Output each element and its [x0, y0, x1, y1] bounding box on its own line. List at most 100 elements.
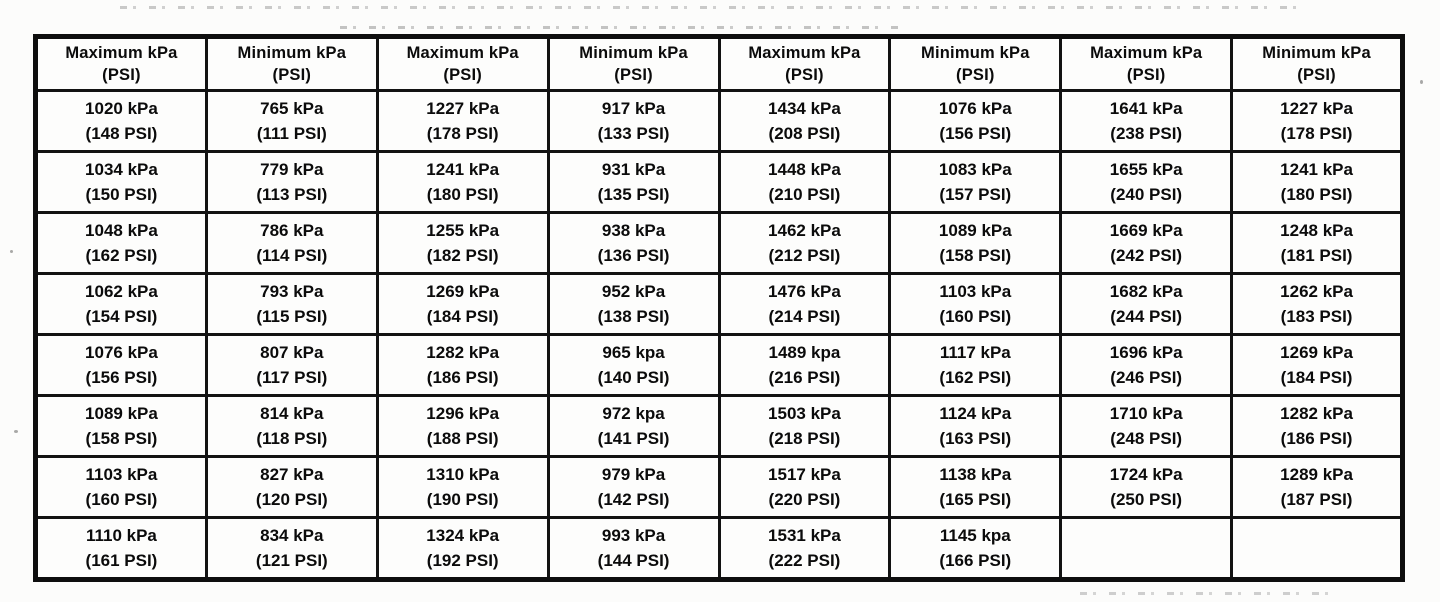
psi-value: (192 PSI): [426, 551, 499, 570]
column-header-minimum-5: Minimum kPa (PSI): [888, 35, 1063, 92]
kpa-value: 1476 kPa: [768, 281, 841, 301]
pressure-cell: 1241 kPa (180 PSI): [375, 150, 550, 214]
tire-pressure-table: Maximum kPa (PSI) Minimum kPa (PSI) Maximum …: [33, 34, 1405, 582]
psi-value: (210 PSI): [768, 185, 841, 204]
pressure-cell: 1048 kPa (162 PSI): [34, 211, 208, 275]
kpa-value: 1145 kpa: [939, 525, 1011, 545]
pressure-cell: 1489 kpa (216 PSI): [717, 333, 892, 397]
pressure-cell: 1138 kPa (165 PSI): [888, 455, 1063, 519]
psi-value: (148 PSI): [85, 124, 158, 143]
pressure-cell: 1310 kPa (190 PSI): [375, 455, 550, 519]
kpa-value: 1117 kPa: [939, 342, 1011, 362]
kpa-value: 1269 kPa: [1280, 342, 1353, 362]
psi-value: (222 PSI): [768, 551, 841, 570]
psi-value: (180 PSI): [1280, 185, 1353, 204]
psi-value: (238 PSI): [1110, 124, 1183, 143]
table-row: 1034 kPa (150 PSI) 779 kPa (113 PSI) 1241 kP…: [34, 150, 1404, 214]
column-header-maximum-2: Maximum kPa (PSI): [375, 35, 550, 92]
kpa-value: 1448 kPa: [768, 159, 841, 179]
header-unit-label: (PSI): [614, 66, 653, 84]
pressure-cell: 1089 kPa (158 PSI): [888, 211, 1063, 275]
kpa-value: 1655 kPa: [1109, 159, 1183, 179]
psi-value: (212 PSI): [768, 246, 841, 265]
kpa-value: 1241 kPa: [426, 159, 500, 179]
pressure-cell: 1227 kPa (178 PSI): [1230, 89, 1404, 153]
psi-value: (160 PSI): [939, 307, 1012, 326]
pressure-cell: 1289 kPa (187 PSI): [1230, 455, 1404, 519]
kpa-value: 814 kPa: [260, 403, 324, 423]
kpa-value: 1696 kPa: [1109, 342, 1183, 362]
pressure-cell: 1282 kPa (186 PSI): [1230, 394, 1404, 458]
pressure-cell: 765 kPa (111 PSI): [204, 89, 379, 153]
header-unit-label: (PSI): [785, 66, 824, 84]
psi-value: (111 PSI): [256, 124, 327, 143]
kpa-value: 1062 kPa: [85, 281, 158, 301]
psi-value: (242 PSI): [1110, 246, 1183, 265]
kpa-value: 1255 kPa: [426, 220, 500, 240]
pressure-cell: 1255 kPa (182 PSI): [375, 211, 550, 275]
pressure-cell: 779 kPa (113 PSI): [204, 150, 379, 214]
psi-value: (117 PSI): [256, 368, 328, 387]
kpa-value: 1103 kPa: [85, 464, 158, 484]
pressure-cell: 1076 kPa (156 PSI): [34, 333, 208, 397]
kpa-value: 1282 kPa: [1280, 403, 1353, 423]
table-body: 1020 kPa (148 PSI) 765 kPa (111 PSI) 1227 kP…: [34, 89, 1404, 581]
psi-value: (184 PSI): [1280, 368, 1353, 387]
psi-value: (184 PSI): [426, 307, 499, 326]
kpa-value: 1076 kPa: [85, 342, 158, 362]
kpa-value: 1076 kPa: [938, 98, 1012, 118]
psi-value: (138 PSI): [597, 307, 670, 326]
psi-value: (113 PSI): [256, 185, 328, 204]
kpa-value: 786 kPa: [260, 220, 324, 240]
kpa-value: 1124 kPa: [939, 403, 1012, 423]
header-label: Maximum kPa: [748, 43, 861, 62]
psi-value: (187 PSI): [1280, 490, 1353, 509]
kpa-value: 1641 kPa: [1109, 98, 1183, 118]
table-row: 1048 kPa (162 PSI) 786 kPa (114 PSI) 1255 kP…: [34, 211, 1404, 275]
pressure-cell: 1531 kPa (222 PSI): [717, 516, 892, 581]
pressure-cell: 827 kPa (120 PSI): [204, 455, 379, 519]
header-unit-label: (PSI): [443, 66, 482, 84]
psi-value: (141 PSI): [597, 429, 670, 448]
kpa-value: 993 kPa: [601, 525, 666, 545]
pressure-cell: 917 kPa (133 PSI): [546, 89, 721, 153]
psi-value: (183 PSI): [1280, 307, 1353, 326]
pressure-cell: 1282 kPa (186 PSI): [375, 333, 550, 397]
psi-value: (188 PSI): [426, 429, 499, 448]
pressure-cell: 952 kPa (138 PSI): [546, 272, 721, 336]
header-unit-label: (PSI): [1297, 66, 1336, 84]
pressure-cell: 1476 kPa (214 PSI): [717, 272, 892, 336]
psi-value: (190 PSI): [426, 490, 499, 509]
psi-value: (161 PSI): [85, 551, 158, 570]
pressure-cell: 1241 kPa (180 PSI): [1230, 150, 1404, 214]
column-header-maximum-0: Maximum kPa (PSI): [34, 35, 208, 92]
psi-value: (208 PSI): [768, 124, 841, 143]
psi-value: (244 PSI): [1110, 307, 1183, 326]
psi-value: (248 PSI): [1110, 429, 1183, 448]
header-label: Minimum kPa: [237, 43, 347, 62]
psi-value: (250 PSI): [1110, 490, 1183, 509]
pressure-cell: 1669 kPa (242 PSI): [1059, 211, 1234, 275]
kpa-value: 1724 kPa: [1109, 464, 1183, 484]
psi-value: (218 PSI): [768, 429, 841, 448]
scan-speck: [14, 430, 18, 433]
pressure-cell: 834 kPa (121 PSI): [204, 516, 379, 581]
kpa-value: 1269 kPa: [426, 281, 500, 301]
psi-value: (220 PSI): [768, 490, 841, 509]
header-unit-label: (PSI): [272, 66, 312, 84]
psi-value: (162 PSI): [939, 368, 1012, 387]
kpa-value: 1710 kPa: [1109, 403, 1183, 423]
pressure-cell: 1682 kPa (244 PSI): [1059, 272, 1234, 336]
pressure-cell: 793 kPa (115 PSI): [204, 272, 379, 336]
pressure-cell: 1248 kPa (181 PSI): [1230, 211, 1404, 275]
pressure-cell: 1083 kPa (157 PSI): [888, 150, 1063, 214]
kpa-value: 1227 kPa: [1280, 98, 1353, 118]
psi-value: (246 PSI): [1110, 368, 1183, 387]
psi-value: (157 PSI): [939, 185, 1012, 204]
column-header-minimum-1: Minimum kPa (PSI): [204, 35, 379, 92]
kpa-value: 965 kpa: [602, 342, 665, 362]
header-unit-label: (PSI): [956, 66, 995, 84]
header-label: Minimum kPa: [921, 43, 1030, 62]
pressure-cell: 1710 kPa (248 PSI): [1059, 394, 1234, 458]
